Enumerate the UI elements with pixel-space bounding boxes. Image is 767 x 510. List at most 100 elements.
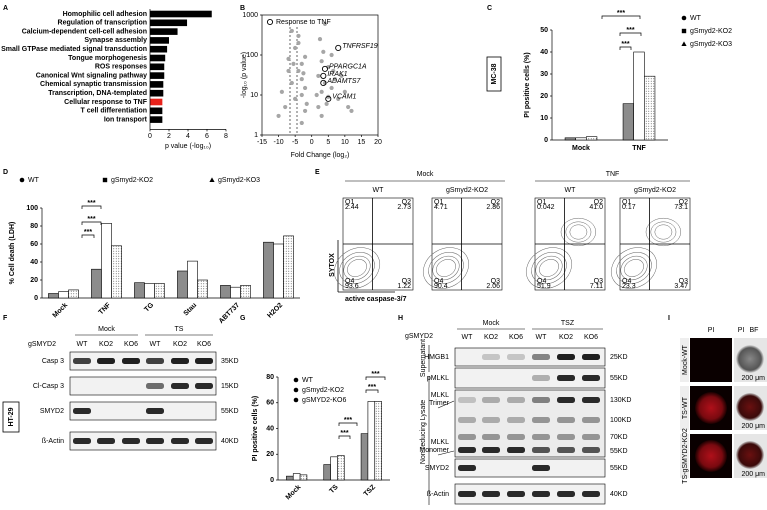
band <box>482 354 500 360</box>
x-tick-label: 5 <box>326 139 330 146</box>
size-label: 55KD <box>221 408 239 415</box>
point <box>320 79 327 87</box>
image-label-strip <box>680 386 689 430</box>
scale-label: 200 μm <box>742 423 766 430</box>
band <box>532 491 550 497</box>
significance-bracket <box>601 15 641 19</box>
y-tick-label: 50 <box>540 27 548 34</box>
band <box>557 434 575 440</box>
significance-bracket <box>338 422 358 426</box>
contour <box>645 217 682 247</box>
size-label: 35KD <box>221 358 239 365</box>
significance-label: *** <box>84 229 92 236</box>
category-label: Synapse assembly <box>84 37 147 44</box>
x-axis-label: Fold Change (log₂) <box>291 152 350 159</box>
panel-letter: I <box>668 315 670 322</box>
significance-bracket <box>81 221 102 225</box>
legend-marker <box>266 18 274 26</box>
band <box>582 447 600 453</box>
quadrant-value: 2.86 <box>486 204 500 211</box>
y-tick-label: 1 <box>254 132 258 139</box>
column-header: gSmyd2-KO2 <box>634 187 676 194</box>
category-label: Regulation of transcription <box>58 20 147 27</box>
bar <box>150 10 212 18</box>
band <box>146 408 164 414</box>
quadrant-value: 41.0 <box>589 204 603 211</box>
row-label: ß-Actin <box>427 491 449 498</box>
band <box>458 417 476 423</box>
band <box>557 417 575 423</box>
band <box>507 491 525 497</box>
point <box>279 89 284 94</box>
band <box>532 447 550 453</box>
legend-label: gSmyd2-KO3 <box>690 41 732 48</box>
column-header: WT <box>565 187 577 194</box>
bar <box>299 474 308 481</box>
panel-letter: A <box>3 5 8 12</box>
point <box>339 73 344 79</box>
point <box>293 96 298 101</box>
band <box>146 383 164 389</box>
contour <box>428 252 464 284</box>
category-label: Canonical Wnt signaling pathway <box>36 72 147 79</box>
point <box>349 108 354 114</box>
category-label: Homophilic cell adhesion <box>63 11 147 18</box>
pi-signal <box>695 440 727 472</box>
group-header: TSZ <box>561 320 575 327</box>
x-tick-label: TNF <box>632 145 646 152</box>
y-tick-label: 10 <box>250 92 258 99</box>
significance-label: *** <box>368 384 376 391</box>
image-label-strip <box>680 338 689 382</box>
pi-signal <box>695 392 727 424</box>
y-tick-label: 20 <box>540 93 548 100</box>
bar <box>575 137 587 141</box>
point-label: PPARGC1A <box>329 64 367 71</box>
category-label: Small GTPase mediated signal transductio… <box>1 46 147 53</box>
column-header: BF <box>750 327 759 334</box>
quadrant-value: 93.6 <box>345 283 359 290</box>
category-label: T cell differentiation <box>80 108 147 115</box>
contour <box>654 224 673 240</box>
size-label: 55KD <box>610 465 628 472</box>
band <box>122 358 140 364</box>
category-label: Chemical synaptic transmission <box>40 81 147 88</box>
legend-marker <box>293 397 299 403</box>
group-header: TNF <box>606 171 620 178</box>
x-tick-label: 2 <box>167 133 171 140</box>
quadrant-name: Q1 <box>537 199 546 206</box>
blot <box>454 367 606 389</box>
point <box>296 33 301 39</box>
band <box>195 358 213 364</box>
contour <box>339 252 375 284</box>
bar <box>177 270 188 299</box>
point <box>296 40 301 46</box>
x-tick-label: Mock <box>572 145 590 152</box>
point <box>322 21 328 26</box>
group-header: TS <box>175 326 184 333</box>
y-tick-label: 30 <box>540 71 548 78</box>
x-tick-label: 8 <box>224 133 228 140</box>
cell-line-label: MC-38 <box>491 63 498 84</box>
legend-marker <box>102 177 108 183</box>
significance-label: *** <box>617 10 625 17</box>
category-label: Cellular response to TNF <box>64 99 148 106</box>
band <box>507 354 525 360</box>
legend-label: gSmyd2-KO2 <box>111 177 153 184</box>
row-label: TS-gSMYD2-KO2 <box>682 428 689 484</box>
band <box>532 354 550 360</box>
point <box>302 54 308 59</box>
blot <box>69 351 217 371</box>
point <box>276 113 281 119</box>
legend-label: gSmyd2-KO2 <box>690 28 732 35</box>
bar <box>564 137 576 141</box>
bar <box>150 107 163 115</box>
point <box>317 36 323 42</box>
section-label: Non-reducing Lysate <box>420 400 427 464</box>
y-tick-label: 0 <box>544 137 548 144</box>
bar <box>292 473 301 481</box>
panel-letter: F <box>3 315 8 322</box>
y-axis-label: % Cell death (LDH) <box>9 222 16 285</box>
bar <box>150 37 169 44</box>
band <box>482 417 500 423</box>
bar <box>150 116 163 123</box>
